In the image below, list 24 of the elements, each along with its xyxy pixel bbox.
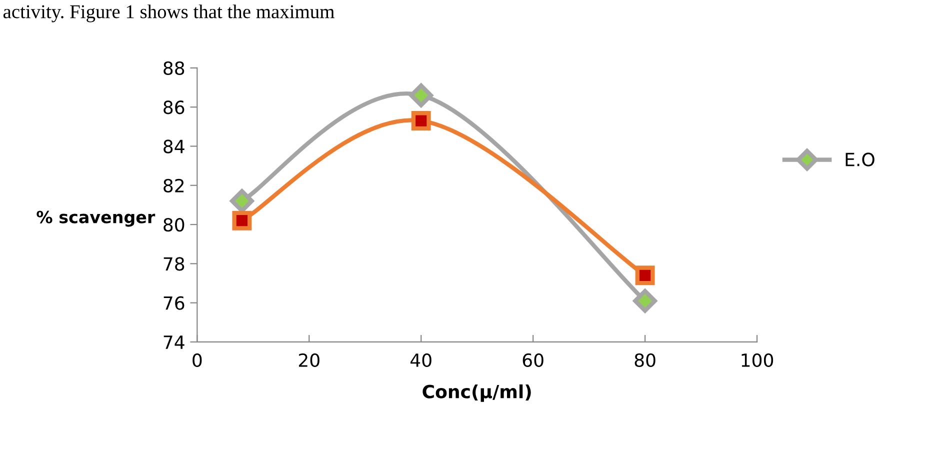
point [635, 266, 655, 286]
point [409, 83, 434, 108]
y-tick-label: 78 [164, 257, 184, 271]
legend-label: E.O [846, 152, 874, 166]
text: activity. Figure 1 shows that the maximum [3, 4, 334, 22]
x-tick-label: 0 [192, 353, 202, 368]
point [230, 189, 254, 213]
point [633, 288, 657, 313]
y-tick-label: 74 [164, 336, 184, 349]
x-tick-label: 20 [298, 353, 320, 368]
point [232, 210, 252, 230]
y-tick-label: 86 [164, 100, 184, 114]
x-tick-label: 80 [634, 353, 656, 368]
y-tick-label: 84 [164, 140, 184, 154]
y-tick-label: 88 [164, 61, 184, 76]
point [411, 111, 431, 131]
x-axis-title: Conc(μ/ml) [422, 384, 531, 402]
y-tick-label: 82 [164, 178, 184, 192]
y-tick-label: 76 [164, 296, 184, 310]
x-tick-label: 100 [742, 353, 774, 368]
y-axis-title: % scavenger [36, 210, 156, 227]
x-tick-label: 40 [410, 353, 432, 368]
y-tick-label: 80 [164, 218, 184, 232]
x-tick-label: 60 [522, 353, 544, 368]
